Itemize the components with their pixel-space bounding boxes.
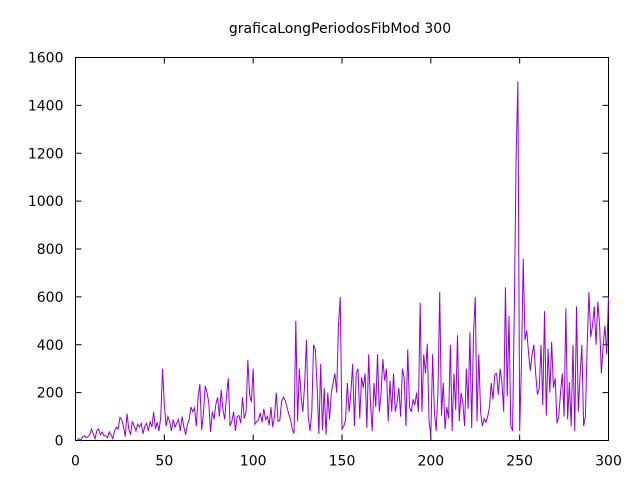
x-tick-label: 50 bbox=[155, 454, 173, 470]
chart-title: graficaLongPeriodosFibMod 300 bbox=[229, 21, 451, 37]
x-tick-label: 200 bbox=[417, 454, 444, 470]
y-tick-label: 1200 bbox=[28, 146, 64, 162]
y-tick-label: 200 bbox=[37, 386, 64, 402]
y-tick-label: 400 bbox=[37, 338, 64, 354]
x-tick-label: 150 bbox=[329, 454, 356, 470]
x-axis: 0 50 100 150 200 250 300 bbox=[71, 57, 622, 470]
y-tick-label: 0 bbox=[55, 434, 64, 450]
y-tick-label: 800 bbox=[37, 242, 64, 258]
series-layer bbox=[76, 81, 609, 442]
series-line bbox=[76, 81, 609, 442]
x-tick-label: 0 bbox=[71, 454, 80, 470]
y-tick-label: 1600 bbox=[28, 51, 64, 67]
y-tick-label: 1400 bbox=[28, 98, 64, 114]
x-tick-label: 250 bbox=[506, 454, 533, 470]
y-axis: 0 200 400 600 800 1000 1200 1400 1600 bbox=[28, 51, 609, 450]
x-tick-label: 300 bbox=[595, 454, 622, 470]
x-tick-label: 100 bbox=[240, 454, 267, 470]
y-tick-label: 1000 bbox=[28, 194, 64, 210]
plot-frame bbox=[75, 57, 609, 441]
y-tick-label: 600 bbox=[37, 290, 64, 306]
